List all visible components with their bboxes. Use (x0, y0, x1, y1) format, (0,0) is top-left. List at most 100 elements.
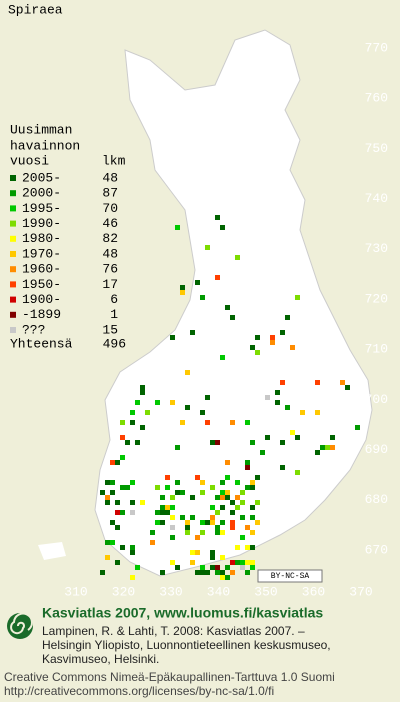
citation: Lampinen, R. & Lahti, T. 2008: Kasviatla… (42, 624, 305, 638)
observation-square (115, 525, 120, 530)
east-grid-label: 360 (302, 584, 325, 599)
license-badge-text: BY-NC-SA (271, 572, 310, 581)
legend-count: 17 (102, 277, 118, 292)
legend-count: 76 (102, 262, 118, 277)
observation-square (200, 295, 205, 300)
observation-square (225, 460, 230, 465)
east-grid-label: 320 (112, 584, 135, 599)
observation-square (200, 520, 205, 525)
observation-square (215, 525, 220, 530)
observation-square (280, 465, 285, 470)
observation-square (100, 570, 105, 575)
observation-square (255, 335, 260, 340)
observation-square (155, 485, 160, 490)
observation-square (150, 530, 155, 535)
observation-square (225, 495, 230, 500)
citation: Kasvimuseo, Helsinki. (42, 652, 159, 666)
observation-square (245, 485, 250, 490)
observation-square (110, 490, 115, 495)
observation-square (120, 510, 125, 515)
legend-label: 1980- (22, 231, 61, 246)
observation-square (100, 490, 105, 495)
observation-square (225, 305, 230, 310)
observation-square (195, 570, 200, 575)
aland-islands (38, 542, 66, 560)
observation-square (185, 405, 190, 410)
observation-square (200, 530, 205, 535)
observation-square (215, 440, 220, 445)
observation-square (125, 485, 130, 490)
observation-square (155, 520, 160, 525)
observation-square (235, 505, 240, 510)
observation-square (330, 445, 335, 450)
observation-square (240, 535, 245, 540)
observation-square (205, 245, 210, 250)
observation-square (115, 510, 120, 515)
license: http://creativecommons.org/licenses/by-n… (4, 684, 274, 698)
observation-square (220, 225, 225, 230)
observation-square (280, 330, 285, 335)
observation-square (210, 565, 215, 570)
observation-square (245, 525, 250, 530)
observation-square (170, 560, 175, 565)
legend-swatch (10, 311, 16, 318)
observation-square (165, 475, 170, 480)
observation-square (330, 435, 335, 440)
observation-square (210, 550, 215, 555)
north-grid-label: 710 (365, 342, 388, 357)
observation-square (130, 500, 135, 505)
observation-square (315, 450, 320, 455)
observation-square (265, 395, 270, 400)
observation-square (325, 445, 330, 450)
observation-square (175, 490, 180, 495)
logo (7, 612, 33, 639)
north-grid-label: 680 (365, 492, 388, 507)
observation-square (175, 445, 180, 450)
observation-square (215, 570, 220, 575)
observation-square (230, 510, 235, 515)
east-grid-label: 330 (159, 584, 182, 599)
observation-square (240, 560, 245, 565)
observation-square (230, 500, 235, 505)
observation-square (255, 350, 260, 355)
legend-label: ??? (22, 322, 45, 337)
observation-square (170, 525, 175, 530)
legend-label: 2000- (22, 186, 61, 201)
observation-square (130, 480, 135, 485)
observation-square (250, 345, 255, 350)
observation-square (170, 400, 175, 405)
observation-square (250, 565, 255, 570)
observation-square (135, 440, 140, 445)
legend-swatch (10, 251, 16, 257)
observation-square (155, 400, 160, 405)
observation-square (240, 490, 245, 495)
observation-square (250, 505, 255, 510)
observation-square (105, 500, 110, 505)
observation-square (250, 440, 255, 445)
observation-square (220, 575, 225, 580)
legend-total: 496 (103, 336, 126, 351)
observation-square (345, 385, 350, 390)
observation-square (200, 410, 205, 415)
legend-label: 2005- (22, 170, 61, 185)
observation-square (115, 460, 120, 465)
observation-square (245, 460, 250, 465)
observation-square (140, 385, 145, 390)
legend-label: -1899 (22, 307, 61, 322)
observation-square (220, 555, 225, 560)
observation-square (195, 475, 200, 480)
observation-square (215, 510, 220, 515)
legend-total-label: Yhteensä (10, 336, 73, 351)
observation-square (280, 380, 285, 385)
observation-square (315, 410, 320, 415)
observation-square (160, 495, 165, 500)
observation-square (105, 480, 110, 485)
observation-square (130, 420, 135, 425)
observation-square (130, 510, 135, 515)
species-title: Spiraea (8, 2, 63, 17)
legend-header: havainnon (10, 138, 80, 153)
observation-square (245, 465, 250, 470)
observation-square (215, 215, 220, 220)
observation-square (175, 225, 180, 230)
